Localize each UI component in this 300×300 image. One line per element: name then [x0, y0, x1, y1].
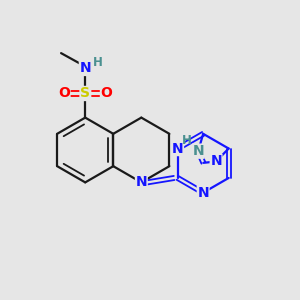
Text: N: N	[80, 61, 91, 75]
Text: O: O	[100, 86, 112, 100]
Text: N: N	[197, 186, 209, 200]
Text: N: N	[192, 144, 204, 158]
Text: N: N	[172, 142, 184, 155]
Text: O: O	[58, 86, 70, 100]
Text: N: N	[210, 154, 222, 169]
Text: N: N	[136, 176, 147, 189]
Text: H: H	[182, 134, 191, 147]
Text: H: H	[93, 56, 103, 69]
Text: S: S	[80, 86, 90, 100]
